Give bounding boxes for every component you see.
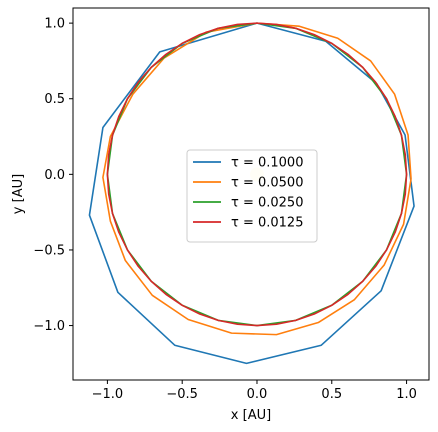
y-tick-label: 0.0	[44, 168, 65, 183]
x-tick-label: 0.0	[247, 387, 268, 402]
x-axis-label: x [AU]	[231, 408, 271, 423]
legend-label-4: τ = 0.0125	[231, 216, 303, 231]
y-axis-label: y [AU]	[11, 174, 26, 214]
ticks-layer: −1.0 −0.5 0.0 0.5 1.0 1.0 0.5 0.0 −0.5 −1.0	[33, 17, 416, 402]
x-tick-label: 1.0	[396, 387, 417, 402]
x-tick-label: −0.5	[166, 387, 198, 402]
legend-label-3: τ = 0.0250	[231, 196, 303, 211]
series-layer	[88, 22, 415, 365]
axes-frame	[72, 7, 430, 381]
y-tick-label: −1.0	[33, 319, 65, 334]
legend-box	[186, 149, 318, 243]
series-line-4	[106, 22, 408, 327]
legend: τ = 0.1000 τ = 0.0500 τ = 0.0250 τ = 0.0125	[186, 149, 318, 243]
y-tick-label: −0.5	[33, 243, 65, 258]
legend-label-1: τ = 0.1000	[231, 156, 303, 171]
y-tick-label: 0.5	[44, 92, 65, 107]
legend-label-2: τ = 0.0500	[231, 176, 303, 191]
x-tick-label: 0.5	[321, 387, 342, 402]
y-tick-label: 1.0	[44, 17, 65, 32]
x-tick-label: −1.0	[92, 387, 124, 402]
